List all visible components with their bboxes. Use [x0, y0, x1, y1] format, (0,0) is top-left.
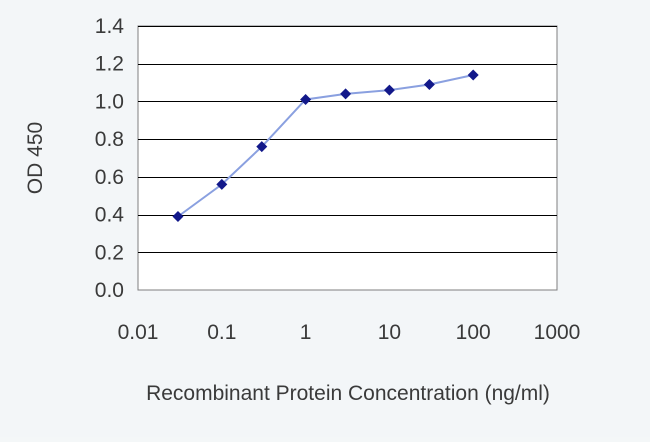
data-point-marker — [340, 88, 352, 100]
plot-area — [137, 25, 558, 291]
data-point-marker — [216, 178, 228, 190]
x-tick-label: 0.1 — [207, 321, 236, 344]
y-tick-label: 1.0 — [95, 90, 124, 113]
y-axis-title: OD 450 — [24, 122, 47, 194]
data-point-marker — [423, 78, 435, 90]
gridlines — [138, 26, 557, 253]
data-point-marker — [383, 84, 395, 96]
x-tick-label: 100 — [456, 321, 491, 344]
data-point-marker — [256, 141, 268, 153]
data-point-marker — [172, 210, 184, 222]
y-tick-label: 1.4 — [95, 15, 125, 38]
x-tick-label: 10 — [378, 321, 401, 344]
data-point-marker — [467, 69, 479, 81]
x-tick-labels: 0.01 0.1 1 10 100 1000 — [118, 321, 581, 344]
y-tick-label: 0.8 — [95, 128, 124, 151]
series-line — [177, 74, 474, 218]
data-point-marker — [300, 94, 312, 106]
y-tick-label: 0.4 — [95, 204, 125, 227]
y-tick-label: 0.0 — [95, 279, 124, 302]
x-tick-label: 0.01 — [118, 321, 159, 344]
x-tick-label: 1 — [300, 321, 312, 344]
y-tick-label: 1.2 — [95, 53, 124, 76]
series-od450 — [172, 69, 479, 222]
y-tick-label: 0.2 — [95, 241, 124, 264]
x-tick-label: 1000 — [534, 321, 581, 344]
x-axis-title: Recombinant Protein Concentration (ng/ml… — [146, 382, 550, 405]
y-tick-label: 0.6 — [95, 166, 124, 189]
y-tick-labels: 0.0 0.2 0.4 0.6 0.8 1.0 1.2 1.4 — [95, 15, 125, 302]
